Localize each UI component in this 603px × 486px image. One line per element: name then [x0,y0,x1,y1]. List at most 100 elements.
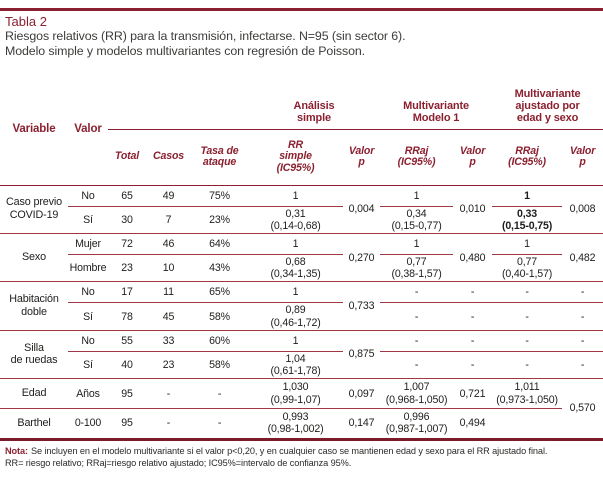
variable-cell: Caso previo COVID-19 [6,196,62,222]
rraj-ajustado-cell: - [492,281,563,304]
p-value-cell: 0,004 [348,203,375,216]
casos-cell: 11 [146,281,191,304]
p-value-cell: 0,270 [343,233,381,282]
tasa-cell: 58% [209,358,230,371]
rraj-modelo1-cell: - [380,281,454,304]
valor-cell: Mujer [68,233,108,256]
tasa-cell: 60% [191,329,249,352]
p-value-cell: - [580,310,585,323]
col-header-casos: Casos [146,129,191,186]
rraj-ajustado-cell: - [525,310,529,323]
table-subtitle-line2: Modelo simple y modelos multivariantes c… [5,44,365,59]
variable-cell: Barthel [17,416,51,429]
p-value-cell: 0,721 [453,378,493,410]
variable-cell: Sexo [0,233,68,282]
casos-cell: - [146,378,191,410]
casos-cell: - [166,417,171,430]
p-value-cell: - [453,281,493,304]
col-header-total: Total [108,129,146,186]
valor-cell: Hombre [69,262,107,275]
tasa-cell: - [191,378,249,410]
p-value-cell: - [453,329,493,352]
p-value-cell: - [470,358,475,371]
total-cell: 40 [121,358,133,371]
p-value-cell: - [562,281,603,304]
rraj-modelo1-cell: 1 [380,233,454,256]
total-cell: 17 [108,281,146,304]
rr-simple-cell: 0,993 (0,98-1,002) [267,411,324,436]
p-value-cell: - [470,310,475,323]
group-header-multivariante-ajustado: Multivariante ajustado por edad y sexo [492,85,603,130]
group-header-multivariante-modelo1: Multivariante Modelo 1 [380,85,493,130]
rraj-ajustado-cell: 1,011 (0,973-1,050) [492,378,563,410]
total-cell: 23 [121,262,133,275]
total-cell: 72 [108,233,146,256]
total-cell: 95 [108,378,146,410]
p-value-cell: 0,097 [343,378,381,410]
tasa-cell: 64% [191,233,249,256]
p-value-cell: 0,570 [562,378,603,438]
p-value-cell: 0,733 [343,281,381,331]
total-cell: 95 [121,417,133,430]
col-header-variable: Variable [0,85,68,186]
note-label: Nota: [5,445,28,456]
rraj-ajustado-cell: 1 [492,185,563,207]
group-header-spacer [108,85,249,130]
table-subtitle-line1: Riesgos relativos (RR) para la transmisi… [5,29,406,43]
tasa-cell: - [217,417,222,430]
rraj-ajustado-cell: - [525,358,529,371]
rr-simple-cell: 1 [248,281,344,304]
col-header-valor-p-ajustado: Valor p [562,129,603,186]
col-header-valor-p-simple: Valor p [343,129,381,186]
p-value-cell: 0,480 [453,233,493,282]
variable-cell: Edad [0,378,68,410]
note-text: Se incluyen en el modelo multivariante s… [5,445,548,469]
p-value-cell: 0,875 [343,329,381,379]
variable-cell: Silla de ruedas [0,329,68,379]
casos-cell: 49 [146,185,191,207]
valor-cell: No [68,185,108,207]
p-value-cell: - [562,329,603,352]
rraj-modelo1-cell: 0,34 (0,15-0,77) [391,207,442,232]
p-value-cell: 0,494 [459,417,486,430]
rr-simple-cell: 0,31 (0,14-0,68) [270,207,321,232]
p-value-cell: 0,010 [459,203,486,216]
casos-cell: 7 [165,213,172,226]
total-cell: 55 [108,329,146,352]
rr-simple-cell: 1 [248,329,344,352]
rr-simple-cell: 1,030 (0,99-1,07) [248,378,344,410]
p-value-cell: - [580,358,585,371]
tasa-cell: 43% [209,262,230,275]
variable-cell: Habitación doble [0,281,68,331]
total-cell: 30 [121,213,133,226]
rr-simple-cell: 1,04 (0,61-1,78) [270,352,321,377]
valor-cell: Sí [83,358,93,371]
col-header-tasa-ataque: Tasa de ataque [191,129,249,186]
top-rule [0,8,603,11]
p-value-cell: 0,147 [348,417,375,430]
group-header-analisis-simple: Análisis simple [248,85,381,130]
valor-cell: 0-100 [74,417,102,430]
col-header-valor-p-modelo1: Valor p [453,129,493,186]
rraj-ajustado-cell [492,409,562,438]
tasa-cell: 23% [209,213,230,226]
tasa-cell: 75% [191,185,249,207]
tasa-cell: 65% [191,281,249,304]
valor-cell: Sí [83,213,93,226]
rr-simple-cell: 0,89 (0,46-1,72) [270,304,321,329]
rraj-modelo1-cell: 0,996 (0,987-1,007) [385,411,448,436]
bottom-rule [0,437,603,441]
rr-simple-cell: 1 [248,233,344,256]
rraj-modelo1-cell: 1,007 (0,968-1,050) [380,378,454,410]
rraj-modelo1-cell: - [414,358,419,371]
table-label: Tabla 2 [5,14,47,29]
rraj-modelo1-cell: 0,77 (0,38-1,57) [391,256,442,281]
casos-cell: 45 [162,310,175,323]
casos-cell: 46 [146,233,191,256]
col-header-rraj-ajustado: RRaj (IC95%) [492,129,563,186]
valor-cell: No [68,281,108,304]
rraj-ajustado-cell: 0,77 (0,40-1,57) [501,256,553,281]
p-value-cell: 0,482 [562,233,603,282]
casos-cell: 23 [162,358,175,371]
col-header-rraj-modelo1: RRaj (IC95%) [380,129,454,186]
